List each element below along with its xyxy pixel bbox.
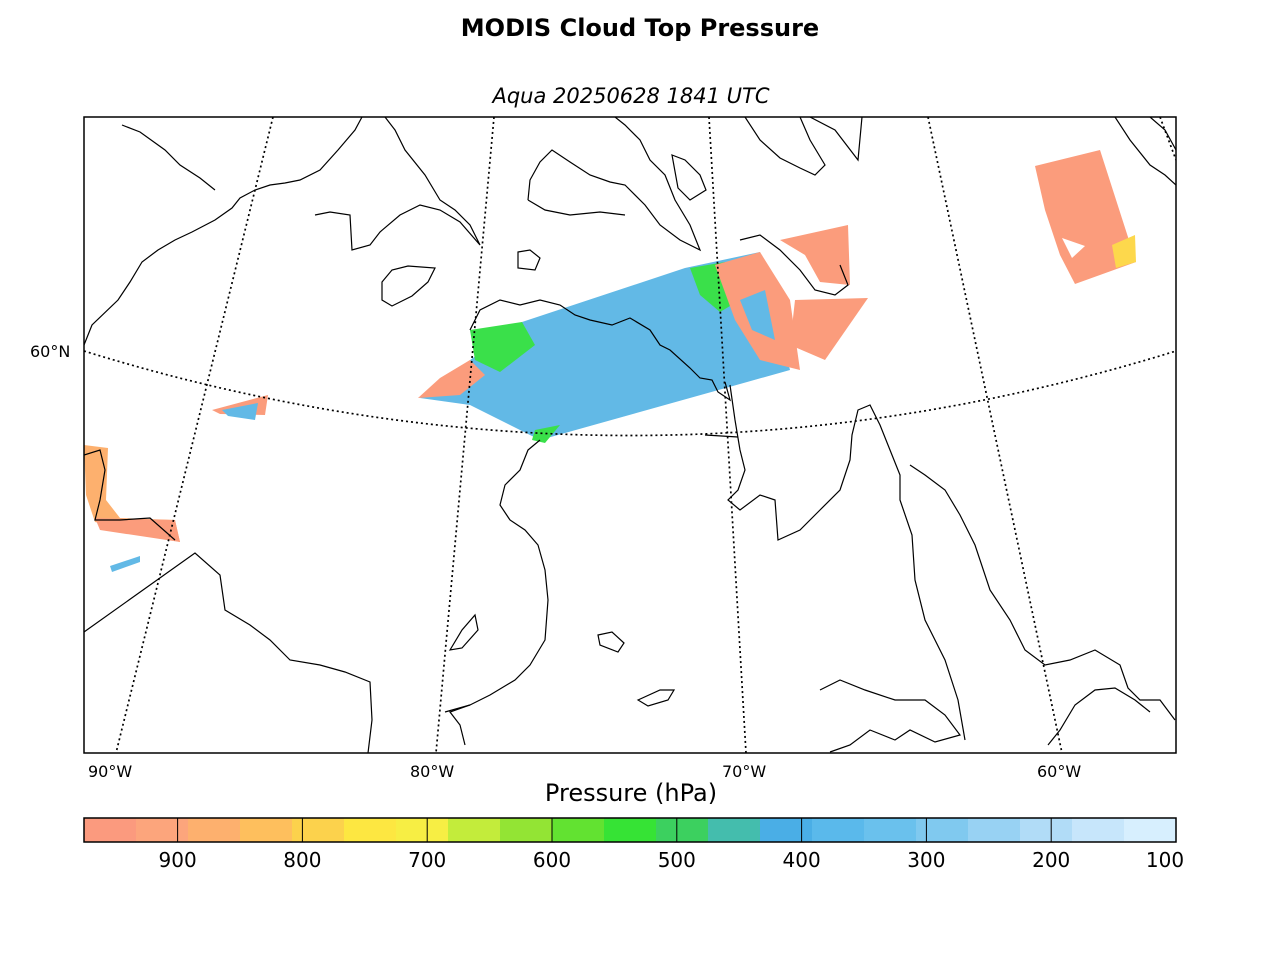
colorbar-tick-label: 400 (782, 848, 821, 872)
lon-label-60w: 60°W (1037, 762, 1082, 781)
colorbar-tick-label: 100 (1145, 848, 1185, 872)
colorbar-segment (656, 818, 709, 842)
lat-label-60n: 60°N (30, 342, 71, 361)
colorbar-segment (1020, 818, 1073, 842)
colorbar-segment (604, 818, 657, 842)
lon-label-80w: 80°W (410, 762, 455, 781)
colorbar-tick-label: 900 (158, 848, 197, 872)
colorbar-segment (84, 818, 137, 842)
colorbar-segment (292, 818, 345, 842)
cloud-patch-ontario (84, 445, 180, 572)
colorbar (84, 818, 1177, 842)
cloud-swath-main (418, 225, 868, 443)
colorbar-segment (1124, 818, 1177, 842)
graticule-70w (708, 117, 747, 753)
colorbar-tick-label: 800 (283, 848, 322, 872)
colorbar-segment (864, 818, 917, 842)
colorbar-segment (500, 818, 553, 842)
colorbar-tick-label: 300 (907, 848, 946, 872)
graticule-60n (84, 350, 1176, 437)
colorbar-segment (916, 818, 969, 842)
map-panel (84, 117, 1176, 753)
map-title: MODIS Cloud Top Pressure (460, 14, 820, 42)
colorbar-segment (708, 818, 761, 842)
coastlines (84, 117, 1176, 753)
colorbar-segment (1072, 818, 1125, 842)
lon-label-70w: 70°W (722, 762, 767, 781)
colorbar-segment (552, 818, 605, 842)
colorbar-frame (83, 817, 1177, 843)
colorbar-segment (968, 818, 1021, 842)
colorbar-segment (812, 818, 865, 842)
graticule (84, 117, 1176, 753)
colorbar-segment (448, 818, 501, 842)
map-subtitle: Aqua 20250628 1841 UTC (492, 84, 770, 108)
cloud-patch-northeast (1035, 150, 1136, 284)
colorbar-tick-label: 600 (532, 848, 572, 872)
colorbar-segment (760, 818, 813, 842)
cloud-patch-hudson-west (212, 395, 268, 420)
graticule-90w (115, 117, 274, 753)
colorbar-segment (396, 818, 449, 842)
colorbar-segment (344, 818, 397, 842)
graticule-80w (435, 117, 495, 753)
colorbar-tick-label: 700 (408, 848, 447, 872)
colorbar-label: Pressure (hPa) (544, 779, 718, 807)
lon-label-90w: 90°W (88, 762, 133, 781)
colorbar-segment (240, 818, 293, 842)
map-frame (83, 116, 1177, 754)
graticule-60w (927, 117, 1063, 753)
colorbar-segment (136, 818, 189, 842)
colorbar-tick-label: 500 (657, 848, 696, 872)
colorbar-tick-label: 200 (1032, 848, 1071, 872)
colorbar-segment (188, 818, 241, 842)
